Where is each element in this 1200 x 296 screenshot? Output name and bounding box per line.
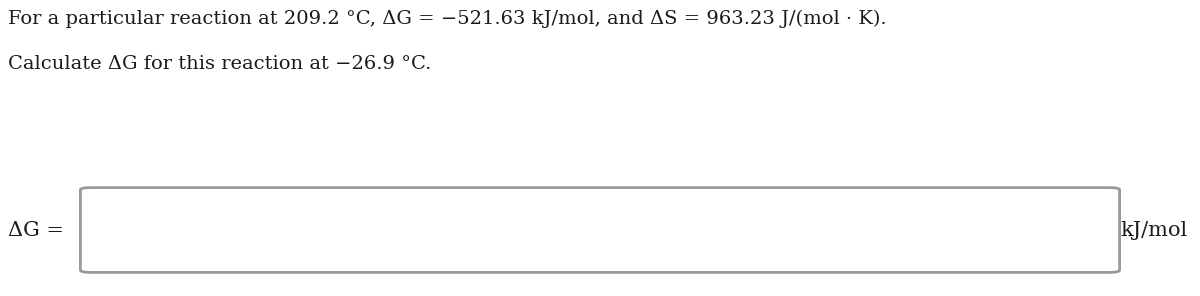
Text: For a particular reaction at 209.2 °C, ΔG = −521.63 kJ/mol, and ΔS = 963.23 J/(m: For a particular reaction at 209.2 °C, Δ… [8, 10, 887, 28]
Text: ΔG =: ΔG = [8, 221, 64, 239]
Text: Calculate ΔG for this reaction at −26.9 °C.: Calculate ΔG for this reaction at −26.9 … [8, 55, 431, 73]
Text: kJ/mol: kJ/mol [1120, 221, 1187, 239]
